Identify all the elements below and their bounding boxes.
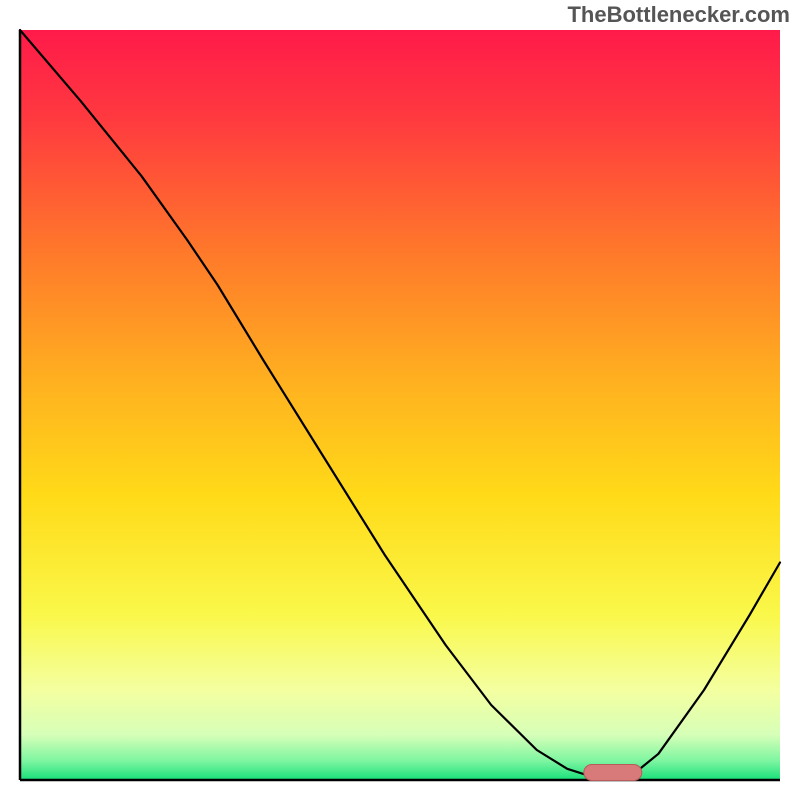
watermark-text: TheBottlenecker.com bbox=[567, 2, 790, 28]
plot-background bbox=[20, 30, 780, 780]
chart-marker bbox=[584, 765, 642, 781]
bottleneck-chart bbox=[0, 0, 800, 800]
chart-container: TheBottlenecker.com bbox=[0, 0, 800, 800]
